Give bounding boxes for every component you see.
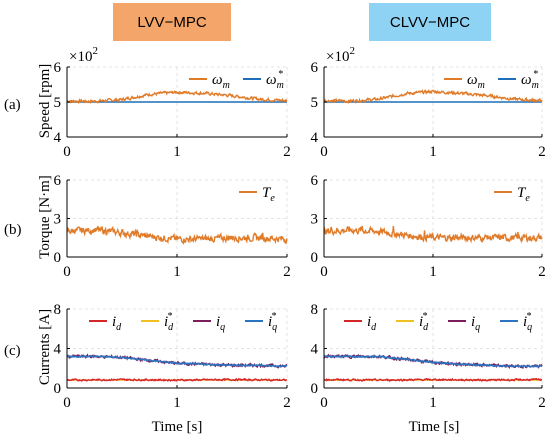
x-tick-label: 0 xyxy=(320,264,328,280)
row-label-b: (b) xyxy=(4,222,22,238)
x-tick-label: 2 xyxy=(538,264,546,280)
x-tick-label: 2 xyxy=(538,395,546,411)
legend-item-i-q-ref: iq* xyxy=(245,311,277,333)
legend-label: iq* xyxy=(523,311,532,333)
x-tick-label: 2 xyxy=(283,264,291,280)
xlabel-left: Time [s] xyxy=(152,419,203,435)
x-tick-label: 1 xyxy=(173,144,181,160)
legend-item-omega-ref: ωm* xyxy=(498,69,539,91)
x-tick-label: 0 xyxy=(63,264,71,280)
legend-item-i-q: iq xyxy=(448,314,480,333)
panel-currents-clvv: 0 1 2 0 4 8 id id* iq iq* xyxy=(311,302,546,411)
panel-speed-lvv: 0 1 2 4 5 6 ×102 ωm ωm* xyxy=(54,45,291,160)
legend-label: id* xyxy=(419,311,429,333)
y-tick-label: 3 xyxy=(311,212,319,228)
legend-label: ωm* xyxy=(266,69,284,91)
y-tick-label: 4 xyxy=(311,342,319,358)
ylabel-torque: Torque [N·m] xyxy=(37,175,53,259)
legend-item-torque-te: Te xyxy=(239,185,275,204)
column-headers: LVV−MPC CLVV−MPC xyxy=(113,3,491,41)
series-line-i-d xyxy=(323,377,543,382)
header-clvv: CLVV−MPC xyxy=(390,14,470,31)
y-tick-label: 6 xyxy=(311,173,319,189)
x-tick-label: 1 xyxy=(173,264,181,280)
legend-item-i-d: id xyxy=(89,314,122,333)
x-tick-label: 1 xyxy=(429,395,437,411)
y-tick-label: 6 xyxy=(54,60,62,76)
series-line-omega-m xyxy=(323,89,543,105)
series-line-torque-te xyxy=(323,225,543,244)
x-tick-label: 1 xyxy=(429,144,437,160)
x-tick-label: 0 xyxy=(320,395,328,411)
legend-item-omega-m: ωm xyxy=(189,72,230,91)
row-label-c: (c) xyxy=(4,343,21,359)
panel-torque-lvv: 0 1 2 0 3 6 Te xyxy=(54,173,291,280)
y-tick-label: 6 xyxy=(311,60,319,76)
y-tick-label: 0 xyxy=(54,381,62,397)
y-tick-label: 0 xyxy=(311,250,319,266)
legend-label: id* xyxy=(164,311,174,333)
xlabel-right: Time [s] xyxy=(409,419,460,435)
y-tick-label: 5 xyxy=(54,95,62,111)
x-tick-label: 2 xyxy=(283,144,291,160)
row-label-a: (a) xyxy=(4,97,21,113)
x-tick-label: 0 xyxy=(63,144,71,160)
y-tick-label: 8 xyxy=(54,302,62,318)
legend-item-i-q-ref: iq* xyxy=(500,311,532,333)
row-labels: (a) (b) (c) xyxy=(4,97,22,359)
legend-label: iq* xyxy=(268,311,277,333)
x-tick-label: 0 xyxy=(320,144,328,160)
legend-label: iq xyxy=(471,314,480,333)
legend-item-i-d: id xyxy=(344,314,377,333)
series-line-i-q-ref xyxy=(66,354,288,368)
legend-label: ωm* xyxy=(521,69,539,91)
x-tick-label: 1 xyxy=(429,264,437,280)
legend-label: Te xyxy=(262,185,275,204)
panel-speed-clvv: 0 1 2 4 5 6 ×102 ωm ωm* xyxy=(311,45,546,160)
legend-item-omega-ref: ωm* xyxy=(243,69,284,91)
panels: 0 1 2 4 5 6 ×102 ωm ωm* 0 1 2 4 5 6 ×102 ωm ωm* 0 1 2 0 3 6 Te 0 1… xyxy=(54,45,546,411)
header-clvv-box xyxy=(369,3,491,41)
header-lvv-box xyxy=(113,3,231,41)
panel-torque-clvv: 0 1 2 0 3 6 Te xyxy=(311,173,546,280)
legend-label: ωm xyxy=(467,72,485,91)
x-tick-label: 2 xyxy=(538,144,546,160)
y-tick-label: 4 xyxy=(311,130,319,146)
ylabel-speed: Speed [rpm] xyxy=(37,64,53,139)
y-axis-labels: Speed [rpm] Torque [N·m] Currents [A] xyxy=(37,64,53,385)
series-line-torque-te xyxy=(66,225,288,245)
legend-item-torque-te: Te xyxy=(494,185,530,204)
y-tick-label: 5 xyxy=(311,95,319,111)
y-tick-label: 4 xyxy=(54,130,62,146)
panel-currents-lvv: 0 1 2 0 4 8 id id* iq iq* xyxy=(54,302,291,411)
x-axis-label: Time [s] Time [s] xyxy=(152,419,460,435)
legend-item-i-d-ref: id* xyxy=(141,311,174,333)
legend-label: id xyxy=(112,314,122,333)
y-tick-label: 6 xyxy=(54,173,62,189)
y-tick-label: 3 xyxy=(54,212,62,228)
ylabel-currents: Currents [A] xyxy=(37,309,53,385)
legend-item-omega-m: ωm xyxy=(444,72,485,91)
y-tick-label: 0 xyxy=(54,250,62,266)
y-tick-label: 0 xyxy=(311,381,319,397)
series-line-omega-m xyxy=(66,90,288,105)
y-tick-label: 4 xyxy=(54,342,62,358)
legend-label: ωm xyxy=(212,72,230,91)
y-tick-label: 8 xyxy=(311,302,319,318)
x-tick-label: 2 xyxy=(283,395,291,411)
header-lvv: LVV−MPC xyxy=(137,14,206,31)
x-tick-label: 1 xyxy=(173,395,181,411)
series-line-i-d xyxy=(66,377,288,382)
series-line-i-q-ref xyxy=(323,354,543,368)
legend-item-i-q: iq xyxy=(193,314,225,333)
legend-label: id xyxy=(367,314,377,333)
legend-label: Te xyxy=(517,185,530,204)
axis-multiplier: ×102 xyxy=(69,45,98,65)
axis-multiplier: ×102 xyxy=(326,45,355,65)
legend-label: iq xyxy=(216,314,225,333)
x-tick-label: 0 xyxy=(63,395,71,411)
legend-item-i-d-ref: id* xyxy=(396,311,429,333)
